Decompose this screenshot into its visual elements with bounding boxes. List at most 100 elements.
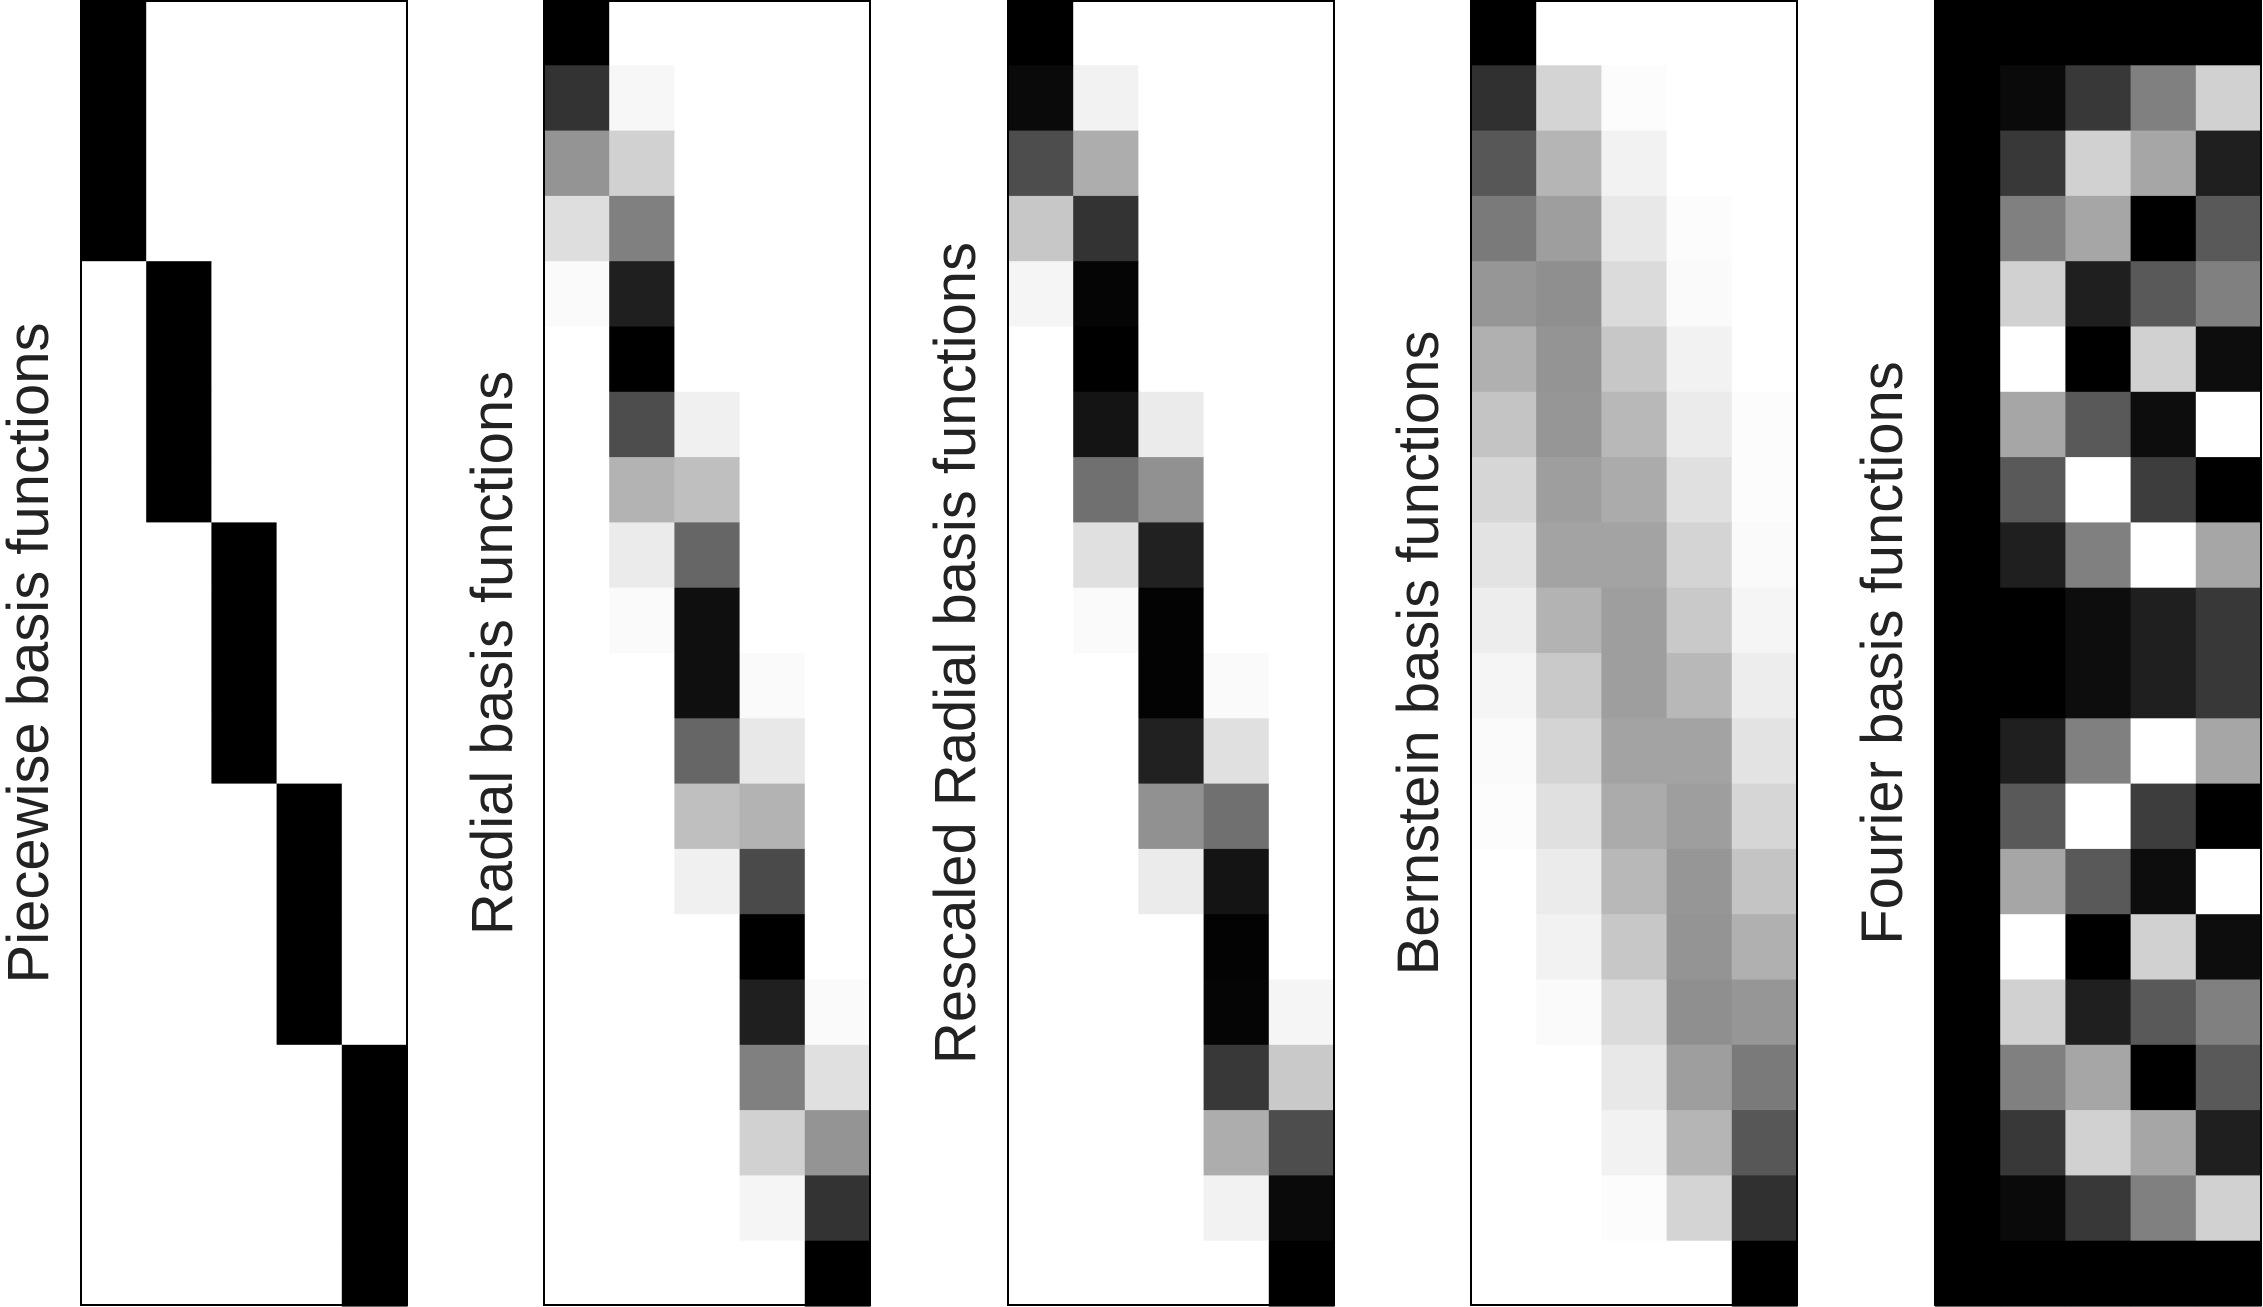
heatmap-cell bbox=[276, 1240, 343, 1307]
heatmap-cell bbox=[1471, 326, 1537, 393]
heatmap-cell bbox=[2130, 1044, 2197, 1111]
heatmap-cell bbox=[341, 1240, 408, 1307]
heatmap-cell bbox=[1008, 914, 1074, 981]
heatmap-cell bbox=[674, 195, 741, 262]
heatmap-cell bbox=[1935, 718, 2001, 785]
heatmap-cell bbox=[739, 979, 806, 1046]
heatmap-cell bbox=[1601, 130, 1668, 197]
heatmap-cell bbox=[1268, 326, 1335, 393]
heatmap-cell bbox=[609, 718, 675, 785]
heatmap-cell bbox=[1008, 522, 1074, 589]
heatmap-cell bbox=[1935, 0, 2001, 66]
heatmap-cell bbox=[341, 130, 408, 197]
heatmap-cell bbox=[1601, 587, 1668, 654]
heatmap-cell bbox=[1666, 522, 1733, 589]
heatmap-cell bbox=[674, 587, 741, 654]
heatmap-cell bbox=[1601, 718, 1668, 785]
heatmap-cell bbox=[1935, 1110, 2001, 1176]
heatmap-cell bbox=[81, 65, 147, 132]
heatmap-cell bbox=[276, 65, 343, 132]
heatmap-cell bbox=[804, 457, 871, 523]
heatmap-cell bbox=[1536, 0, 1602, 66]
heatmap-cell bbox=[1666, 587, 1733, 654]
heatmap-cell bbox=[804, 261, 871, 328]
heatmap-cell bbox=[146, 522, 212, 589]
heatmap-cell bbox=[1536, 1044, 1602, 1111]
heatmap-cell bbox=[739, 391, 806, 458]
heatmap-cell bbox=[674, 718, 741, 785]
heatmap-cell bbox=[1008, 1044, 1074, 1111]
heatmap-cell bbox=[1666, 391, 1733, 458]
heatmap-cell bbox=[804, 848, 871, 915]
heatmap-cell bbox=[2130, 391, 2197, 458]
heatmap-cell bbox=[1138, 391, 1205, 458]
heatmap-cell bbox=[609, 783, 675, 850]
heatmap-cell bbox=[1008, 195, 1074, 262]
heatmap-cell bbox=[211, 587, 278, 654]
heatmap-panel-3 bbox=[1007, 0, 1335, 1307]
heatmap-cell bbox=[2065, 979, 2132, 1046]
heatmap-cell bbox=[2000, 0, 2066, 66]
heatmap-cell bbox=[2195, 1044, 2262, 1111]
heatmap-cell bbox=[2065, 848, 2132, 915]
heatmap-cell bbox=[2065, 0, 2132, 66]
heatmap-cell bbox=[2195, 1240, 2262, 1307]
heatmap-cell bbox=[81, 195, 147, 262]
heatmap-cell bbox=[1731, 1044, 1798, 1111]
heatmap-cell bbox=[609, 391, 675, 458]
heatmap-cell bbox=[1008, 979, 1074, 1046]
heatmap-cell bbox=[1138, 1175, 1205, 1242]
heatmap-cell bbox=[1536, 261, 1602, 328]
heatmap-cell bbox=[211, 195, 278, 262]
panel-title: Radial basis functions bbox=[460, 371, 525, 935]
heatmap-cell bbox=[544, 0, 610, 66]
heatmap-cell bbox=[609, 130, 675, 197]
heatmap-cell bbox=[1138, 653, 1205, 719]
heatmap-cell bbox=[1935, 457, 2001, 523]
heatmap-cell bbox=[1536, 391, 1602, 458]
heatmap-cell bbox=[1008, 1110, 1074, 1176]
panel-frame bbox=[1007, 0, 1335, 1306]
heatmap-cell bbox=[1601, 783, 1668, 850]
heatmap-cell bbox=[1073, 783, 1139, 850]
heatmap-cell bbox=[2195, 1175, 2262, 1242]
heatmap-cell bbox=[1935, 1044, 2001, 1111]
heatmap-cell bbox=[1138, 195, 1205, 262]
heatmap-cell bbox=[2130, 914, 2197, 981]
heatmap-cell bbox=[609, 914, 675, 981]
heatmap-cell bbox=[609, 522, 675, 589]
heatmap-cell bbox=[804, 130, 871, 197]
heatmap-cell bbox=[1268, 1240, 1335, 1307]
heatmap-cell bbox=[1601, 1044, 1668, 1111]
heatmap-cell bbox=[211, 261, 278, 328]
heatmap-cell bbox=[1008, 1175, 1074, 1242]
heatmap-cell bbox=[2130, 130, 2197, 197]
heatmap-cell bbox=[2130, 979, 2197, 1046]
heatmap-cell bbox=[544, 979, 610, 1046]
heatmap-cell bbox=[2000, 195, 2066, 262]
heatmap-cell bbox=[1731, 522, 1798, 589]
heatmap-cell bbox=[1203, 718, 1270, 785]
heatmap-cell bbox=[1471, 848, 1537, 915]
heatmap-cell bbox=[1008, 783, 1074, 850]
heatmap-cell bbox=[804, 914, 871, 981]
heatmap-cell bbox=[1536, 326, 1602, 393]
heatmap-cell bbox=[609, 65, 675, 132]
heatmap-cell bbox=[1731, 391, 1798, 458]
heatmap-cell bbox=[2130, 718, 2197, 785]
heatmap-cell bbox=[2065, 261, 2132, 328]
panel-title: Piecewise basis functions bbox=[0, 323, 61, 984]
heatmap-cell bbox=[1731, 0, 1798, 66]
heatmap-cell bbox=[544, 65, 610, 132]
heatmap-cell bbox=[2000, 261, 2066, 328]
heatmap-cell bbox=[2195, 0, 2262, 66]
heatmap-cell bbox=[1471, 718, 1537, 785]
heatmap-cell bbox=[341, 65, 408, 132]
heatmap-cell bbox=[609, 1110, 675, 1176]
heatmap-cell bbox=[2130, 457, 2197, 523]
heatmap-cell bbox=[674, 261, 741, 328]
heatmap-cell bbox=[1935, 391, 2001, 458]
heatmap-cell bbox=[1008, 457, 1074, 523]
heatmap-cell bbox=[1935, 587, 2001, 654]
heatmap-cell bbox=[276, 0, 343, 66]
